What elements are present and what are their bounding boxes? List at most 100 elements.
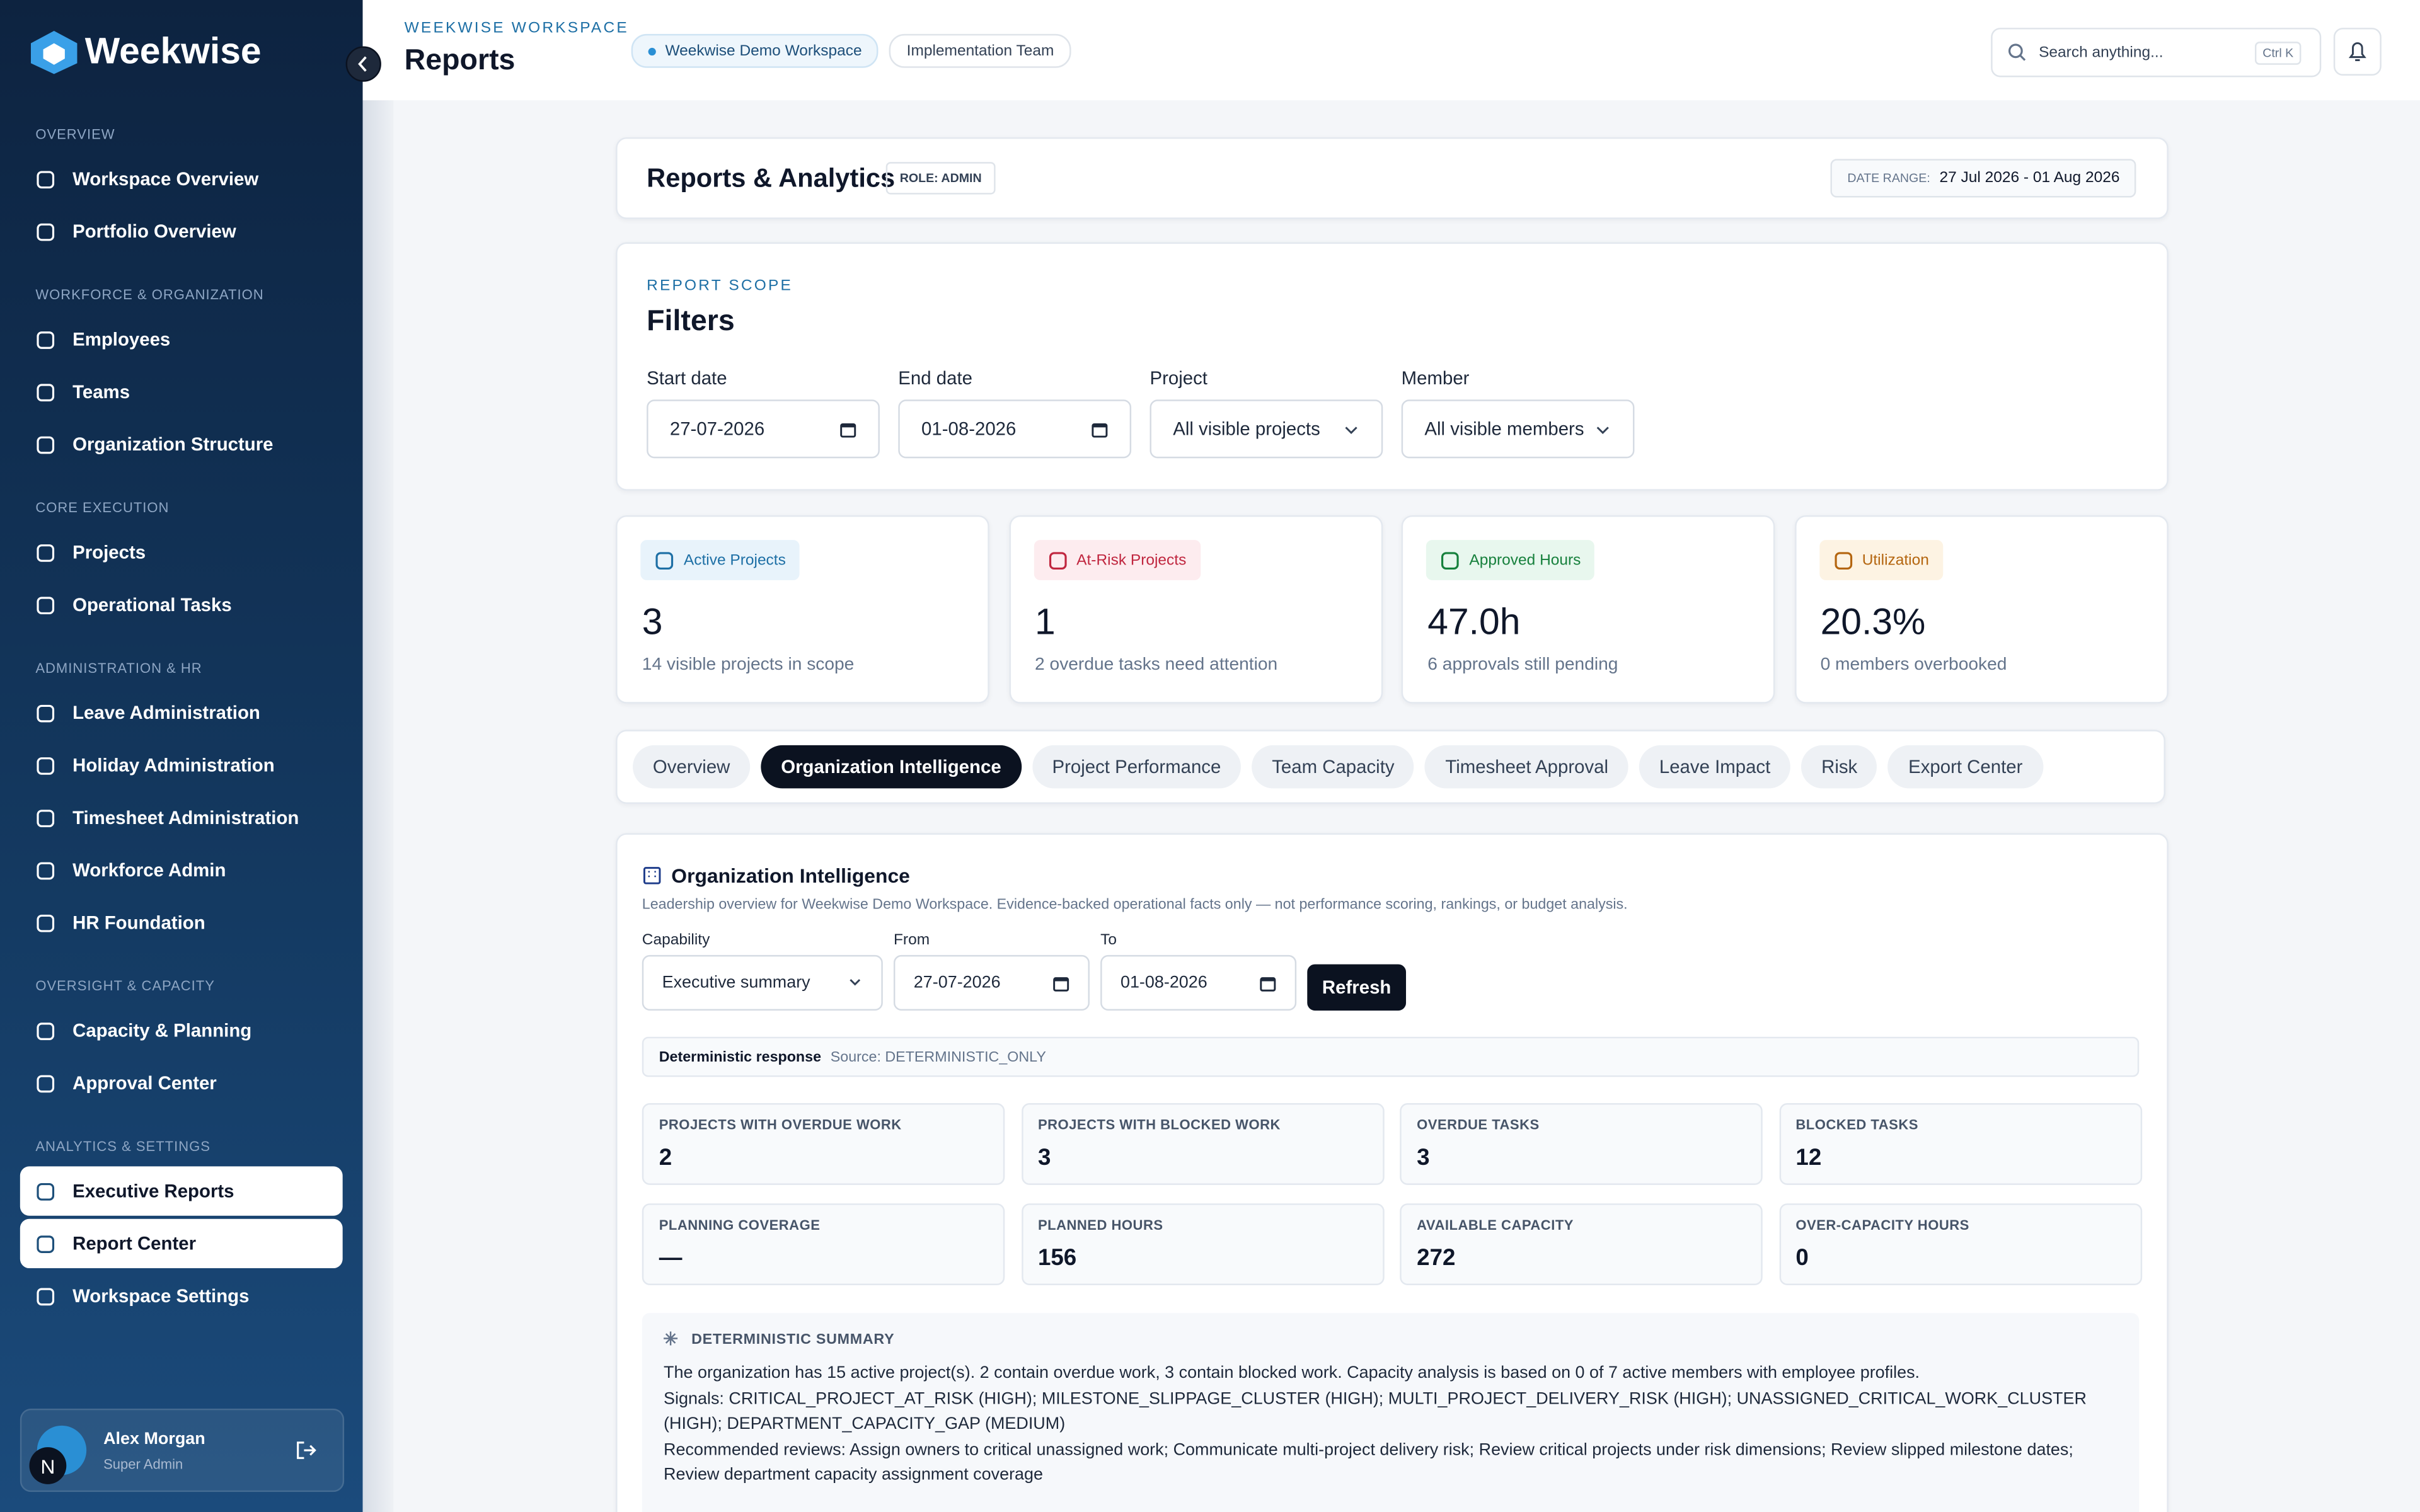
icon (37, 914, 55, 932)
user-name: Alex Morgan (103, 1430, 205, 1449)
kpi-badge: Utilization (1819, 540, 1943, 580)
kpi-card: Utilization 20.3% 0 members overbooked (1794, 515, 2168, 704)
nav-item-label: Workspace Overview (72, 168, 259, 190)
tab[interactable]: Overview (633, 745, 751, 789)
nav-item-label: HR Foundation (72, 912, 205, 934)
eyebrow: WEEKWISE WORKSPACE (404, 20, 629, 37)
summary-text: The organization has 15 active project(s… (664, 1361, 2122, 1488)
nav-item-label: Executive Reports (72, 1180, 234, 1202)
field-icon (1092, 422, 1108, 437)
field-input[interactable]: All visible members (1401, 399, 1635, 459)
nav-item[interactable]: Capacity & Planning (20, 1006, 343, 1055)
field-input[interactable]: All visible projects (1150, 399, 1383, 459)
date-range-label: DATE RANGE: (1847, 171, 1930, 185)
workspace-chip[interactable]: Weekwise Demo Workspace (631, 33, 879, 68)
user-card[interactable]: N Alex Morgan Super Admin (20, 1408, 345, 1492)
nav-item[interactable]: Teams (20, 367, 343, 416)
field-value: 27-07-2026 (669, 418, 765, 440)
tab[interactable]: Team Capacity (1252, 745, 1415, 789)
nav-item-label: Portfolio Overview (72, 220, 236, 243)
date-range: DATE RANGE: 27 Jul 2026 - 01 Aug 2026 (1830, 159, 2137, 198)
metric-card: PLANNING COVERAGE — (642, 1203, 1005, 1286)
tab[interactable]: Export Center (1888, 745, 2043, 789)
nav-item[interactable]: Executive Reports (20, 1166, 343, 1216)
icon (37, 170, 55, 188)
field-label: End date (898, 367, 972, 389)
nav-item[interactable]: Projects (20, 528, 343, 577)
avatar-initial: N (29, 1447, 67, 1484)
nav-item-label: Timesheet Administration (72, 806, 299, 829)
field-input[interactable]: 01-08-2026 (898, 399, 1132, 459)
capability-select[interactable]: Executive summary (642, 954, 883, 1011)
metric-card: PLANNED HOURS 156 (1021, 1203, 1384, 1286)
nav-item[interactable]: Portfolio Overview (20, 207, 343, 256)
nav-item[interactable]: Workforce Admin (20, 845, 343, 895)
nav-item-label: Teams (72, 381, 130, 403)
nav-item[interactable]: HR Foundation (20, 898, 343, 947)
nav-item[interactable]: Employees (20, 315, 343, 364)
tab[interactable]: Organization Intelligence (761, 745, 1022, 789)
tab[interactable]: Timesheet Approval (1425, 745, 1628, 789)
field-value: All visible members (1424, 418, 1584, 440)
logout-icon[interactable] (295, 1440, 316, 1461)
nav-item[interactable]: Leave Administration (20, 688, 343, 737)
nav-item[interactable]: Workspace Overview (20, 154, 343, 203)
summary-line: Recommended reviews: Assign owners to cr… (664, 1440, 2073, 1484)
nav-item[interactable]: Timesheet Administration (20, 793, 343, 842)
tab[interactable]: Risk (1801, 745, 1878, 789)
collapse-button[interactable] (345, 46, 381, 82)
search[interactable]: Search anything... Ctrl K (1991, 28, 2322, 77)
notifications[interactable] (2333, 28, 2382, 76)
field-value: All visible projects (1173, 418, 1320, 440)
field-label: Start date (647, 367, 727, 389)
role-badge: ROLE: ADMIN (885, 162, 996, 195)
nav-item[interactable]: Holiday Administration (20, 741, 343, 790)
to-input[interactable]: 01-08-2026 (1100, 954, 1297, 1011)
icon (655, 551, 674, 569)
metric-label: PROJECTS WITH BLOCKED WORK (1037, 1117, 1281, 1133)
summary-line: Signals: CRITICAL_PROJECT_AT_RISK (HIGH)… (664, 1389, 2087, 1434)
icon (37, 1074, 55, 1092)
to-value: 01-08-2026 (1120, 973, 1207, 992)
capability-label: Capability (642, 932, 710, 949)
page-title: Reports & Analytics (647, 163, 896, 193)
chip-label: Implementation Team (906, 42, 1054, 60)
refresh-button[interactable]: Refresh (1307, 964, 1407, 1011)
icon (37, 704, 55, 722)
icon (37, 222, 55, 241)
field-input[interactable]: 27-07-2026 (647, 399, 880, 459)
chip-label: Weekwise Demo Workspace (665, 42, 862, 60)
nav-section-title: OVERSIGHT & CAPACITY (35, 978, 215, 994)
nav-item[interactable]: Organization Structure (20, 420, 343, 469)
nav-item[interactable]: Approval Center (20, 1058, 343, 1108)
kpi-value: 1 (1035, 602, 1056, 644)
field-label: Project (1150, 367, 1207, 389)
icon (37, 1182, 55, 1200)
icon (37, 543, 55, 561)
metric-label: PLANNING COVERAGE (659, 1217, 821, 1233)
icon (1441, 551, 1459, 569)
workspace-chip[interactable]: Implementation Team (889, 33, 1071, 68)
kpi-badge: Active Projects (640, 540, 800, 580)
filters-card: REPORT SCOPE Filters Start date 27-07-202… (616, 242, 2169, 491)
status-dot (648, 47, 656, 55)
from-input[interactable]: 27-07-2026 (893, 954, 1090, 1011)
metric-value: 2 (659, 1145, 672, 1171)
from-label: From (893, 932, 930, 949)
kpi-value: 20.3% (1820, 602, 1926, 644)
intel-title: Organization Intelligence (671, 864, 910, 888)
metric-value: 0 (1795, 1245, 1809, 1271)
metric-label: PROJECTS WITH OVERDUE WORK (659, 1117, 902, 1133)
kpi-card: Approved Hours 47.0h 6 approvals still pen… (1401, 515, 1775, 704)
tab[interactable]: Leave Impact (1639, 745, 1791, 789)
field-label: Member (1401, 367, 1470, 389)
kpi-card: Active Projects 3 14 visible projects in s… (616, 515, 989, 704)
nav-item[interactable]: Report Center (20, 1218, 343, 1269)
user-role: Super Admin (103, 1456, 183, 1472)
nav-item-label: Workforce Admin (72, 859, 226, 881)
kpi-note: 6 approvals still pending (1427, 655, 1618, 675)
nav-item[interactable]: Workspace Settings (20, 1271, 343, 1320)
nav-item[interactable]: Operational Tasks (20, 580, 343, 629)
kpi-badge: At-Risk Projects (1033, 540, 1201, 580)
tab[interactable]: Project Performance (1032, 745, 1242, 789)
